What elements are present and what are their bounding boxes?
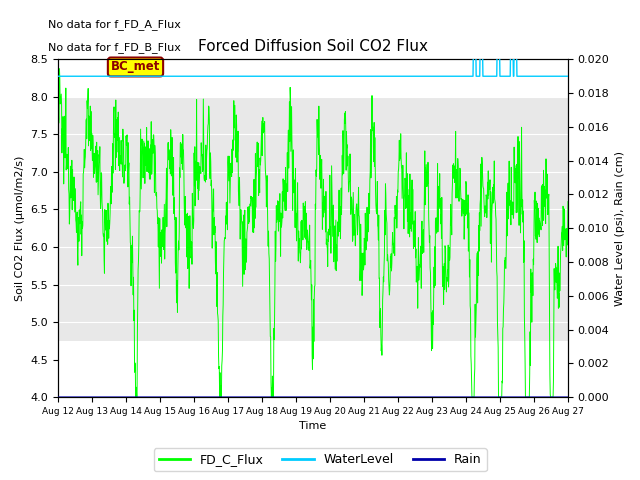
X-axis label: Time: Time bbox=[300, 421, 326, 432]
Y-axis label: Water Level (psi), Rain (cm): Water Level (psi), Rain (cm) bbox=[615, 151, 625, 306]
Title: Forced Diffusion Soil CO2 Flux: Forced Diffusion Soil CO2 Flux bbox=[198, 39, 428, 54]
Text: No data for f_FD_B_Flux: No data for f_FD_B_Flux bbox=[48, 42, 180, 53]
Legend: FD_C_Flux, WaterLevel, Rain: FD_C_Flux, WaterLevel, Rain bbox=[154, 448, 486, 471]
Text: BC_met: BC_met bbox=[111, 60, 160, 73]
Bar bbox=[58, 97, 568, 341]
Y-axis label: Soil CO2 Flux (μmol/m2/s): Soil CO2 Flux (μmol/m2/s) bbox=[15, 156, 25, 301]
Text: No data for f_FD_A_Flux: No data for f_FD_A_Flux bbox=[48, 19, 180, 30]
